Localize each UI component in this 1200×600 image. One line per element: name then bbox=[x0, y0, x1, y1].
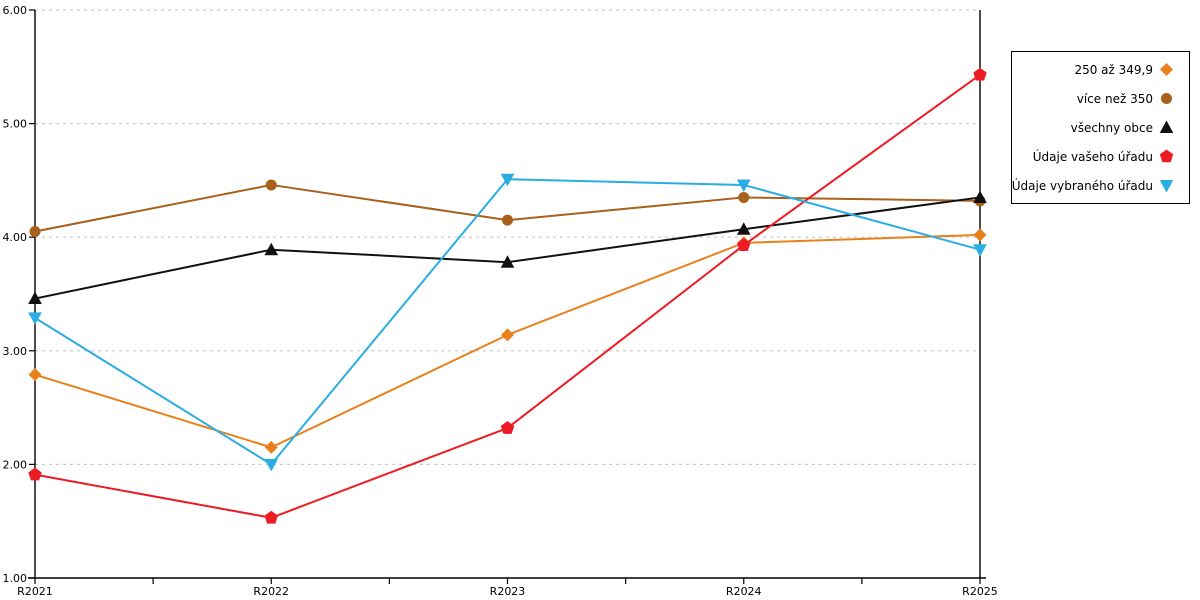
legend-label: všechny obce bbox=[1070, 120, 1153, 135]
legend-label: Údaje vybraného úřadu bbox=[1011, 178, 1153, 193]
y-axis-tick-label: 6.00 bbox=[3, 4, 28, 17]
x-axis-tick-label: R2021 bbox=[17, 585, 53, 598]
data-point-marker bbox=[501, 328, 514, 342]
legend-marker-triangle-down-icon bbox=[1159, 180, 1174, 193]
data-point-marker bbox=[973, 190, 987, 203]
data-point-marker bbox=[973, 244, 987, 257]
data-point-marker bbox=[29, 226, 41, 238]
data-point-marker bbox=[265, 179, 277, 191]
data-point-marker bbox=[28, 291, 42, 305]
data-point-marker bbox=[500, 255, 515, 268]
x-axis-tick-label: R2025 bbox=[962, 585, 998, 598]
data-point-marker bbox=[28, 467, 42, 481]
x-axis-tick-label: R2023 bbox=[490, 585, 526, 598]
legend-marker-pentagon-icon bbox=[1159, 149, 1174, 163]
y-axis-tick-label: 2.00 bbox=[3, 458, 28, 471]
data-point-marker bbox=[264, 510, 278, 524]
legend-marker-triangle-up-icon bbox=[1159, 120, 1174, 133]
legend-marker-circle-icon bbox=[1161, 93, 1172, 104]
data-point-marker bbox=[28, 368, 42, 382]
legend-item: Údaje vašeho úřadu bbox=[1012, 149, 1189, 164]
legend-item: 250 až 349,9 bbox=[1012, 62, 1189, 77]
data-point-marker bbox=[973, 228, 987, 242]
y-axis-tick-label: 1.00 bbox=[3, 572, 28, 585]
x-axis-tick-label: R2022 bbox=[253, 585, 289, 598]
legend-item: více než 350 bbox=[1012, 91, 1189, 106]
data-point-marker bbox=[736, 222, 751, 235]
x-axis-tick-label: R2024 bbox=[726, 585, 762, 598]
data-point-marker bbox=[264, 458, 279, 472]
data-point-marker bbox=[500, 173, 515, 187]
legend-label: 250 až 349,9 bbox=[1074, 62, 1153, 77]
data-point-marker bbox=[973, 67, 987, 81]
y-axis-tick-label: 3.00 bbox=[3, 345, 28, 358]
legend-marker-diamond-icon bbox=[1160, 63, 1173, 76]
data-point-marker bbox=[738, 191, 750, 203]
chart-legend: 250 až 349,9 více než 350 všechny obce Údaj… bbox=[1011, 51, 1190, 204]
data-point-marker bbox=[28, 312, 42, 325]
legend-item: Údaje vybraného úřadu bbox=[1012, 178, 1189, 193]
y-axis-tick-label: 5.00 bbox=[3, 118, 28, 131]
legend-label: více než 350 bbox=[1076, 91, 1153, 106]
data-point-marker bbox=[736, 179, 751, 192]
series-line-3 bbox=[34, 73, 981, 519]
data-point-marker bbox=[502, 214, 513, 226]
legend-item: všechny obce bbox=[1012, 120, 1189, 135]
legend-label: Údaje vašeho úřadu bbox=[1032, 149, 1153, 164]
data-point-marker bbox=[500, 421, 515, 434]
y-axis-tick-label: 4.00 bbox=[3, 231, 28, 244]
data-point-marker bbox=[264, 440, 278, 454]
data-point-marker bbox=[264, 242, 279, 256]
data-point-marker bbox=[737, 238, 751, 251]
series-line-2 bbox=[34, 196, 981, 300]
